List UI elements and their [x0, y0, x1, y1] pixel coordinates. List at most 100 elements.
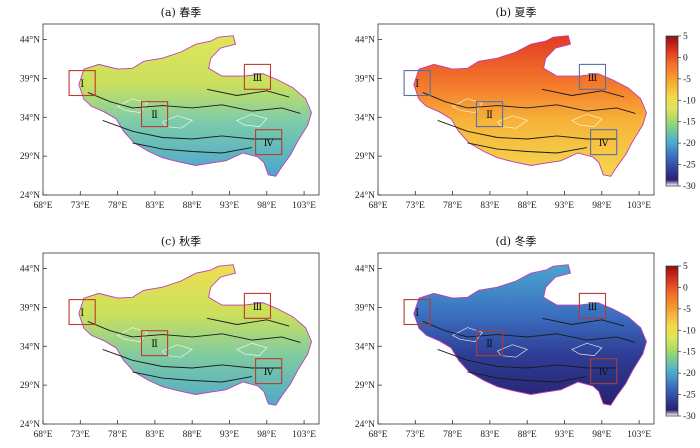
lat-tick-label: 39°N — [355, 73, 375, 84]
plateau-field — [413, 264, 647, 406]
colorbar-scale — [665, 35, 679, 187]
region-label: Ⅲ — [588, 73, 598, 84]
white-contour — [116, 98, 148, 113]
region-box — [403, 299, 431, 326]
lon-tick-label: 93°E — [220, 200, 239, 211]
white-contour — [236, 342, 268, 356]
white-contour — [496, 115, 528, 129]
lat-tick-label: 24°N — [20, 419, 40, 430]
lon-tick-label: 73°E — [71, 429, 90, 440]
colorbar-tick-label: -20 — [683, 369, 696, 379]
map-panel-winter: (d) 冬季 Ⅰ Ⅱ Ⅲ Ⅳ 44°N 39°N 34°N 29°N 24°N68°E 73°E 78… — [355, 234, 655, 440]
colorbar-tick-label: 5 — [683, 262, 688, 272]
region-label: Ⅰ — [415, 79, 419, 90]
region-box — [590, 129, 618, 156]
lon-tick-label: 73°E — [406, 200, 425, 211]
lon-tick-label: 103°E — [292, 200, 316, 211]
region-label: Ⅲ — [588, 302, 598, 313]
panel-title: (d) 冬季 — [495, 234, 536, 248]
lon-tick-label: 83°E — [145, 429, 164, 440]
colorbar-tick-label: -5 — [683, 75, 691, 85]
region-box — [68, 299, 96, 326]
map-panel-spring: (a) 春季 Ⅰ Ⅱ Ⅲ Ⅳ 44°N 39°N 34°N 29°N 24°N68°E 73°E 78… — [20, 6, 320, 211]
lat-tick-label: 39°N — [20, 73, 40, 84]
lon-tick-label: 103°E — [627, 429, 651, 440]
contour-line — [207, 88, 290, 98]
region-box — [255, 129, 283, 156]
white-contour — [116, 327, 148, 342]
lat-tick-label: 39°N — [20, 302, 40, 313]
contour-line — [102, 119, 282, 140]
lon-tick-label: 88°E — [183, 200, 202, 211]
lon-tick-label: 93°E — [220, 429, 239, 440]
panel-title: (b) 夏季 — [495, 6, 536, 19]
region-box — [140, 101, 169, 128]
panel-title: (c) 秋季 — [161, 234, 201, 248]
white-contour — [451, 327, 483, 342]
region-box — [243, 292, 272, 319]
region-box — [475, 101, 504, 128]
region-box — [578, 63, 607, 90]
colorbar-tick-label: -10 — [683, 326, 696, 336]
region-label: Ⅲ — [253, 302, 263, 313]
region-label: Ⅰ — [80, 79, 84, 90]
lon-tick-label: 73°E — [71, 200, 90, 211]
map-panel-autumn: (c) 秋季 Ⅰ Ⅱ Ⅲ Ⅳ 44°N 39°N 34°N 29°N 24°N68°E 73°E 78… — [20, 234, 320, 440]
contour-line — [102, 348, 282, 369]
lon-tick-label: 68°E — [33, 200, 52, 211]
map-panel-summer: (b) 夏季 Ⅰ Ⅱ Ⅲ Ⅳ 44°N 39°N 34°N 29°N 24°N68°E 73°E 78… — [355, 6, 655, 211]
lon-tick-label: 103°E — [292, 429, 316, 440]
lon-tick-label: 68°E — [368, 429, 387, 440]
lon-tick-label: 88°E — [183, 429, 202, 440]
lon-tick-label: 98°E — [592, 429, 611, 440]
white-contour — [451, 98, 483, 113]
region-label: Ⅰ — [80, 308, 84, 319]
colorbar: 5 0 -5 -10 -15 -20 -25 -30 — [665, 32, 696, 192]
colorbar-tick-label: -20 — [683, 139, 696, 149]
white-contour — [571, 113, 603, 127]
region-box — [255, 358, 283, 385]
lon-tick-label: 78°E — [108, 429, 127, 440]
contour-line — [467, 371, 587, 383]
plateau-field — [78, 264, 312, 406]
contour-line — [437, 119, 617, 140]
lon-tick-label: 88°E — [518, 200, 537, 211]
lat-tick-label: 44°N — [20, 35, 40, 46]
lon-tick-label: 98°E — [257, 200, 276, 211]
contour-line — [132, 371, 252, 383]
lon-tick-label: 73°E — [406, 429, 425, 440]
region-box — [243, 63, 272, 90]
lat-tick-label: 29°N — [355, 380, 375, 391]
colorbar-tick-label: -15 — [683, 348, 696, 358]
region-label: Ⅳ — [599, 367, 610, 378]
colorbar-tick-label: 5 — [683, 32, 688, 42]
lon-tick-label: 93°E — [555, 429, 574, 440]
lon-tick-label: 78°E — [108, 200, 127, 211]
region-label: Ⅰ — [415, 308, 419, 319]
lon-tick-label: 83°E — [145, 200, 164, 211]
colorbar-tick-label: -5 — [683, 305, 691, 315]
colorbar-tick-label: 0 — [683, 283, 688, 293]
colorbar-tick-label: -30 — [683, 412, 696, 422]
contour-line — [422, 91, 636, 114]
lat-tick-label: 34°N — [355, 341, 375, 352]
contour-line — [132, 142, 252, 154]
lat-tick-label: 29°N — [20, 380, 40, 391]
colorbar-scale — [665, 265, 679, 417]
lat-tick-label: 39°N — [355, 302, 375, 313]
colorbar-tick-label: -25 — [683, 391, 696, 401]
plateau-field — [78, 35, 312, 177]
contour-line — [542, 88, 625, 98]
region-label: Ⅱ — [151, 110, 158, 121]
white-contour — [571, 342, 603, 356]
region-label: Ⅲ — [253, 73, 263, 84]
contour-line — [87, 320, 301, 343]
lon-tick-label: 68°E — [368, 200, 387, 211]
lat-tick-label: 24°N — [20, 190, 40, 201]
region-label: Ⅳ — [264, 138, 275, 149]
lat-tick-label: 34°N — [20, 341, 40, 352]
region-box — [68, 70, 96, 97]
lat-tick-label: 24°N — [355, 190, 375, 201]
lon-tick-label: 68°E — [33, 429, 52, 440]
